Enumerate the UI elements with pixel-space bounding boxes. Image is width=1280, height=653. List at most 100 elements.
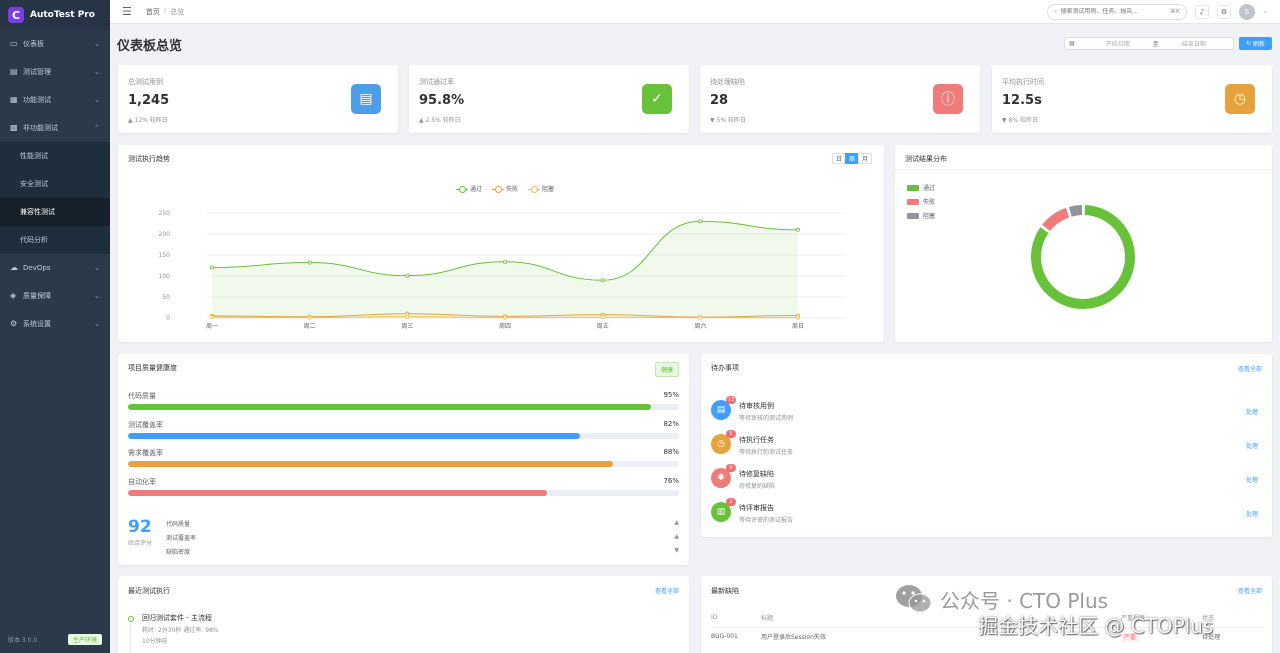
refresh-icon: ↻ [1245, 40, 1251, 47]
legend-item[interactable]: 阻塞 [528, 184, 554, 193]
progress-value: 76% [663, 477, 679, 485]
date-end[interactable]: 结束日期 [1181, 41, 1206, 48]
stat-card[interactable]: 总测试用例 1,245 ▲ 12% 较昨日 ▤ [118, 65, 398, 133]
sidebar-item-label: 非功能测试 [23, 124, 58, 132]
bug-severity-cell: 严重 [1121, 627, 1202, 645]
bug-title[interactable]: 用户登录后Session失效 [761, 633, 826, 641]
sidebar-item[interactable]: ▤ 测试管理 ⌄ [0, 58, 110, 86]
monitor-icon: ▭ [10, 39, 18, 48]
sidebar-item[interactable]: ▩ 非功能测试 ⌃ [0, 114, 110, 142]
todo-action-link[interactable]: 处理 [1245, 477, 1258, 484]
todo-item[interactable]: ▥ 3 待评审报告 等待评审的测试报告 处理 [711, 498, 1262, 532]
health-panel-title: 项目质量健康度 [128, 364, 177, 372]
sidebar-item-label: DevOps [23, 264, 51, 272]
bugs-panel: 最新缺陷 查看全部 ID 标题 严重程度 状态 BUG-001 用户登录后Session… [701, 576, 1272, 653]
avatar[interactable]: S [1238, 3, 1255, 20]
health-tag: 健康 [654, 362, 679, 377]
exec-view-all-link[interactable]: 查看全部 [654, 588, 679, 595]
stat-card[interactable]: 平均执行时间 12.5s ▼ 8% 较昨日 ◷ [992, 65, 1272, 133]
brand[interactable]: C AutoTest Pro [0, 0, 110, 30]
sidebar-item-label: 质量保障 [23, 292, 51, 300]
sub-metric-label: 代码质量 [166, 521, 191, 528]
trend-chart: 0 50 100 150 200 250 周一 周二 周三 周四 周五 周六 周日 [159, 210, 845, 330]
legend-item[interactable]: 通过 [456, 184, 482, 193]
exec-item-title: 回归测试套件 - 主流程 [142, 614, 212, 622]
topbar-actions: ⌕ ⌘K ♪ ⚙ S ⌄ [1046, 3, 1268, 20]
progress-label: 测试覆盖率 [128, 421, 163, 429]
legend-item[interactable]: 失败 [907, 197, 935, 206]
sub-metric-label: 缺陷密度 [166, 549, 191, 556]
range-segment[interactable]: 月 [858, 153, 872, 164]
sidebar-item-label: 测试管理 [23, 68, 51, 76]
sidebar-item[interactable]: ☁ DevOps ⌄ [0, 254, 110, 282]
todo-action-link[interactable]: 处理 [1245, 443, 1258, 450]
stat-card[interactable]: 待处理缺陷 28 ▼ 5% 较昨日 ⓘ [700, 65, 980, 133]
sub-metric-label: 测试覆盖率 [166, 535, 197, 542]
stat-card[interactable]: 测试通过率 95.8% ▲ 2.5% 较昨日 ✓ [409, 65, 689, 133]
refresh-button[interactable]: ↻ 刷新 [1239, 37, 1272, 50]
chevron-icon: ⌄ [94, 96, 100, 104]
trend-arrow-icon: ▲ [674, 519, 679, 526]
data-point [210, 315, 215, 320]
date-start[interactable]: 开始日期 [1105, 41, 1130, 48]
y-tick-label: 150 [159, 252, 171, 259]
progress-metric: 自动化率 76% [128, 477, 679, 496]
todo-item[interactable]: ✱ 8 待修复缺陷 待修复的缺陷 处理 [711, 464, 1262, 498]
bug-status: 待处理 [1202, 633, 1221, 641]
breadcrumb-separator: / [163, 6, 167, 15]
stat-value: 1,245 [128, 93, 170, 108]
x-tick-label: 周日 [792, 323, 804, 330]
progress-metric: 需求覆盖率 88% [128, 448, 679, 467]
progress-label: 代码质量 [128, 392, 156, 400]
progress-track [128, 433, 679, 439]
legend-item[interactable]: 通过 [907, 183, 935, 192]
x-tick-label: 周六 [694, 322, 706, 330]
table-row[interactable]: BUG-001 用户登录后Session失效 严重 待处理 [711, 627, 1263, 645]
sidebar-menu-bottom: ☁ DevOps ⌄ ◈ 质量保障 ⌄ ⚙ 系统设置 ⌄ [0, 254, 110, 338]
todo-action-link[interactable]: 处理 [1245, 409, 1258, 416]
date-range-picker[interactable]: ▦ 开始日期 至 结束日期 [1064, 37, 1234, 50]
search-input[interactable] [1060, 8, 1171, 15]
legend-item[interactable]: 失败 [492, 184, 518, 193]
sidebar-item[interactable]: 性能测试 [0, 142, 110, 170]
sidebar-item[interactable]: 代码分析 [0, 226, 110, 254]
health-panel: 项目质量健康度 健康 代码质量 95% 测试覆盖率 82% 需求覆盖率 88% 自动化率 76… [118, 354, 689, 565]
sidebar-item[interactable]: ▭ 仪表板 ⌄ [0, 30, 110, 58]
data-point [502, 315, 507, 320]
menu-toggle-icon[interactable]: ☰ [122, 5, 132, 18]
sidebar-item[interactable]: ◈ 质量保障 ⌄ [0, 282, 110, 310]
search-shortcut: ⌘K [1170, 8, 1180, 15]
sidebar-item[interactable]: ⚙ 系统设置 ⌄ [0, 310, 110, 338]
sidebar: C AutoTest Pro ▭ 仪表板 ⌄ ▤ 测试管理 ⌄ ▦ 功能测试 ⌄ ▩ 非功能测试 ⌃ … [0, 0, 110, 653]
progress-fill [128, 461, 613, 467]
chevron-down-icon[interactable]: ⌄ [1262, 8, 1268, 15]
legend-item[interactable]: 阻塞 [907, 211, 935, 220]
sidebar-item[interactable]: 安全测试 [0, 170, 110, 198]
search-icon: ⌕ [1053, 7, 1058, 15]
todo-view-all-link[interactable]: 查看全部 [1237, 366, 1262, 373]
legend-marker [528, 185, 541, 193]
data-point [600, 315, 605, 320]
y-tick-label: 100 [159, 273, 171, 280]
progress-track [128, 490, 679, 496]
progress-value: 95% [663, 391, 679, 399]
todo-item[interactable]: ◷ 5 待执行任务 等待执行的测试任务 处理 [711, 430, 1262, 464]
bugs-view-all-link[interactable]: 查看全部 [1237, 588, 1262, 595]
trend-panel-title: 测试执行趋势 [128, 155, 170, 163]
breadcrumb-home[interactable]: 首页 [145, 7, 160, 16]
sidebar-item[interactable]: ▦ 功能测试 ⌄ [0, 86, 110, 114]
data-point [307, 260, 312, 265]
todo-item[interactable]: ▤ 12 待审核用例 等待审核的测试用例 处理 [711, 396, 1262, 430]
sidebar-item[interactable]: 兼容性测试 [0, 198, 110, 226]
bell-icon[interactable]: ♪ [1194, 4, 1209, 19]
chevron-icon: ⌄ [94, 320, 100, 328]
donut-slice [1068, 205, 1083, 217]
stat-trend: ▼ 5% 较昨日 [710, 117, 746, 124]
settings-icon[interactable]: ⚙ [1216, 4, 1231, 19]
chevron-icon: ⌄ [94, 40, 100, 48]
global-search[interactable]: ⌕ ⌘K [1046, 3, 1187, 20]
x-tick-label: 周一 [206, 323, 218, 330]
calendar-icon: ▦ [1069, 40, 1075, 47]
todo-action-link[interactable]: 处理 [1245, 511, 1258, 518]
legend-swatch [907, 212, 919, 219]
